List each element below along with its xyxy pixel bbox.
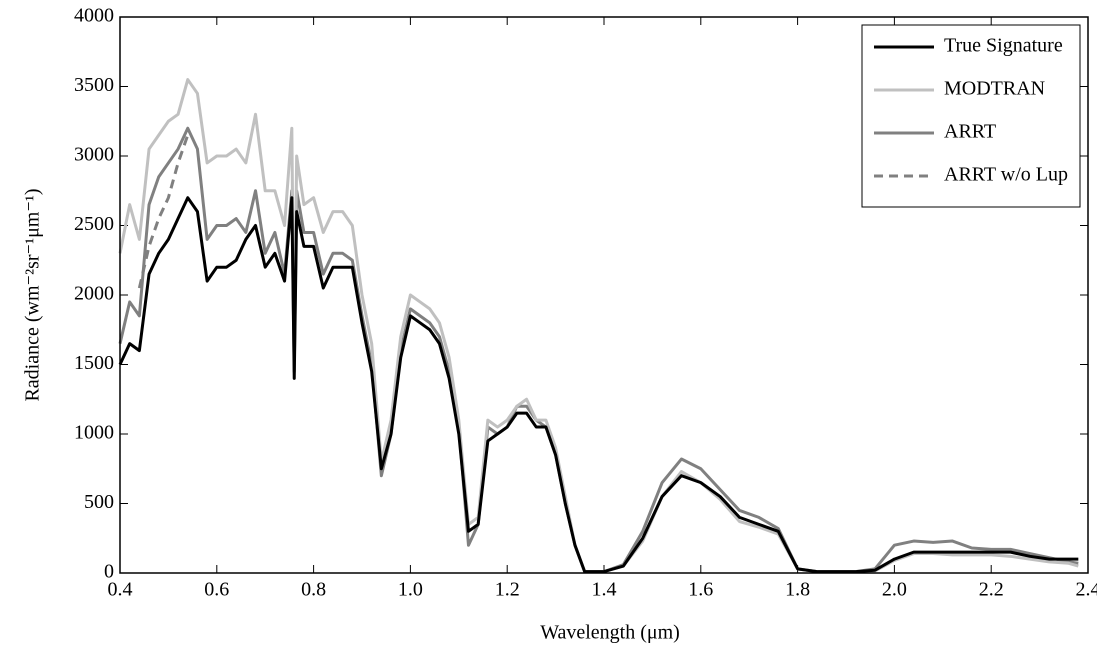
legend-box bbox=[861, 24, 1081, 208]
x-tick-label: 2.0 bbox=[882, 579, 907, 601]
y-tick-label: 4000 bbox=[74, 5, 114, 27]
y-tick-label: 1000 bbox=[74, 422, 114, 444]
y-axis-label: Radiance (wm⁻²sr⁻¹μm⁻¹) bbox=[22, 188, 44, 401]
plot-frame bbox=[119, 16, 1089, 574]
x-tick-label: 1.8 bbox=[785, 579, 810, 601]
x-axis-label: Wavelength (μm) bbox=[540, 622, 680, 644]
series-line bbox=[118, 196, 1079, 574]
legend-label: ARRT w/o Lup bbox=[944, 164, 1068, 186]
x-tick-label: 1.6 bbox=[688, 579, 713, 601]
y-tick-label: 2500 bbox=[74, 213, 114, 235]
y-tick-label: 500 bbox=[84, 491, 114, 513]
legend-label: True Signature bbox=[944, 35, 1063, 57]
y-tick-label: 3000 bbox=[74, 144, 114, 166]
y-tick-label: 1500 bbox=[74, 352, 114, 374]
x-tick-label: 2.4 bbox=[1076, 579, 1097, 601]
y-tick-label: 2000 bbox=[74, 283, 114, 305]
x-tick-label: 1.2 bbox=[495, 579, 520, 601]
x-tick-label: 1.0 bbox=[398, 579, 423, 601]
legend-label: ARRT bbox=[944, 121, 996, 143]
x-tick-label: 1.4 bbox=[592, 579, 617, 601]
legend-label: MODTRAN bbox=[944, 78, 1045, 100]
x-tick-label: 0.8 bbox=[301, 579, 326, 601]
x-tick-label: 2.2 bbox=[979, 579, 1004, 601]
y-tick-label: 0 bbox=[104, 561, 114, 583]
x-tick-label: 0.4 bbox=[108, 579, 133, 601]
y-tick-label: 3500 bbox=[74, 74, 114, 96]
series-line bbox=[137, 134, 190, 289]
x-tick-label: 0.6 bbox=[204, 579, 229, 601]
